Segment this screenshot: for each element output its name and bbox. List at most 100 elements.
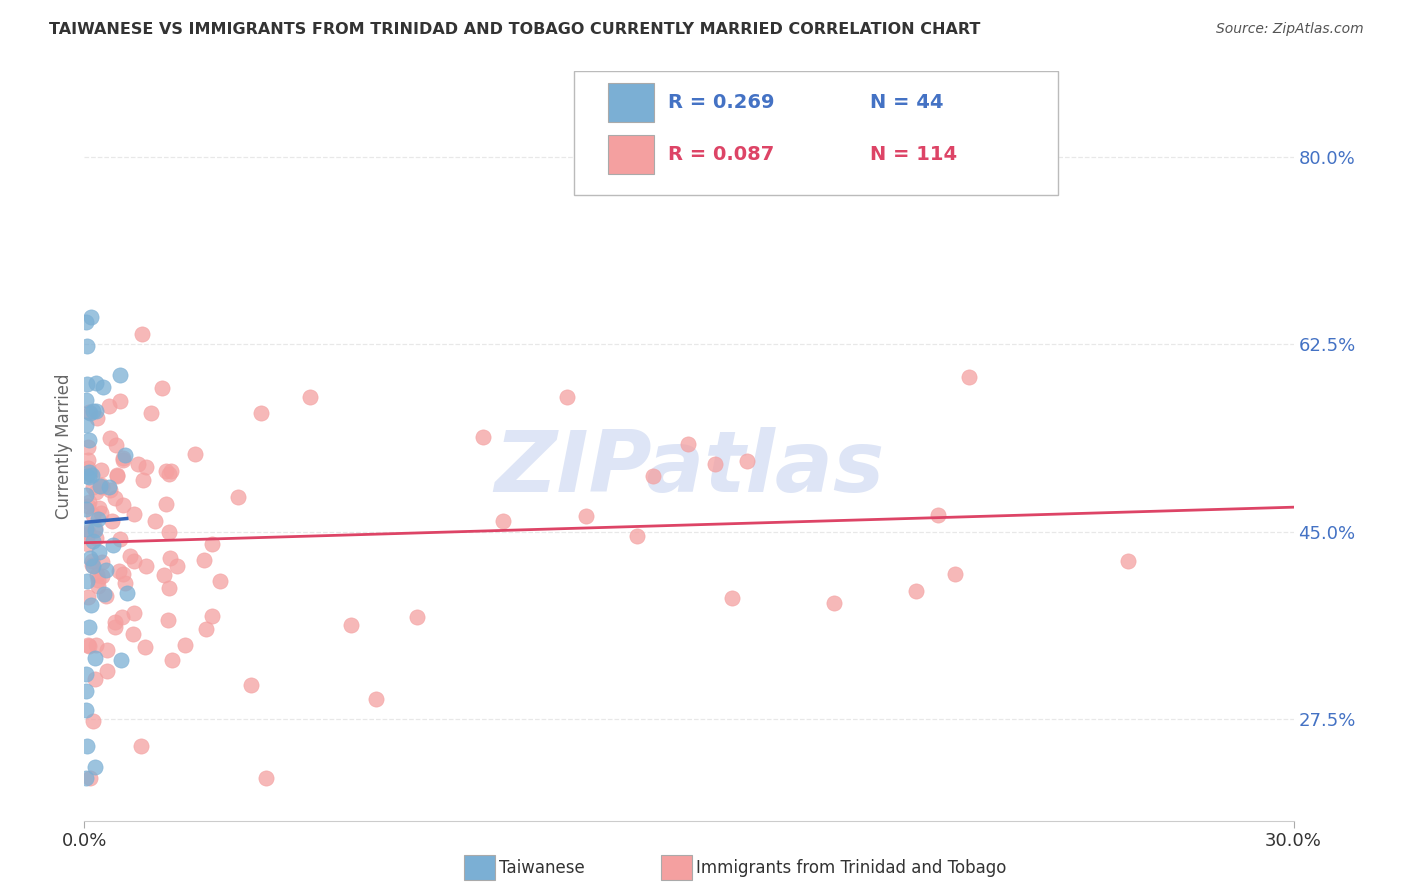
Point [79, 406, 101, 420]
Point [173, 638, 195, 652]
Point [82, 508, 104, 522]
Point [89, 545, 111, 559]
Point [105, 467, 128, 482]
Text: R = 0.269: R = 0.269 [668, 94, 775, 112]
Point [98, 483, 121, 497]
Point [91, 555, 114, 569]
Point [127, 457, 149, 471]
Point [166, 559, 188, 574]
Point [153, 567, 176, 582]
Point [82, 554, 104, 568]
Point [184, 447, 207, 461]
Point [122, 554, 145, 568]
Point [90, 506, 112, 520]
Point [75, 393, 97, 408]
Point [162, 653, 184, 667]
Point [84, 760, 107, 774]
Point [76, 739, 98, 754]
Point [80, 467, 103, 482]
Point [240, 678, 263, 692]
Point [194, 622, 217, 636]
Point [89, 500, 111, 515]
Point [122, 606, 145, 620]
Point [84, 484, 107, 499]
Point [82, 533, 104, 548]
Point [110, 394, 132, 409]
Point [77, 590, 100, 604]
Point [104, 491, 127, 506]
Point [77, 537, 100, 551]
Point [77, 434, 100, 448]
Point [492, 514, 515, 528]
Point [75, 418, 97, 433]
Point [120, 549, 142, 563]
Point [90, 480, 112, 494]
Point [111, 566, 134, 581]
Point [471, 430, 494, 444]
Point [76, 338, 98, 352]
Text: TAIWANESE VS IMMIGRANTS FROM TRINIDAD AND TOBAGO CURRENTLY MARRIED CORRELATION C: TAIWANESE VS IMMIGRANTS FROM TRINIDAD AN… [49, 22, 980, 37]
Point [96, 665, 118, 679]
Point [112, 452, 135, 467]
Point [340, 617, 363, 632]
Point [77, 499, 100, 513]
Point [157, 467, 180, 481]
Point [84, 521, 107, 535]
Point [111, 450, 134, 465]
Point [122, 627, 145, 641]
Point [90, 477, 112, 491]
Point [957, 369, 980, 384]
Point [84, 650, 107, 665]
Point [84, 638, 107, 652]
Point [84, 404, 107, 418]
Point [87, 578, 110, 592]
Point [90, 569, 112, 583]
Point [84, 524, 107, 538]
Point [87, 512, 110, 526]
Point [96, 643, 118, 657]
Point [77, 466, 100, 480]
Point [114, 576, 136, 591]
Point [76, 468, 98, 483]
Point [77, 620, 100, 634]
Point [155, 497, 177, 511]
Point [139, 407, 162, 421]
Point [201, 537, 224, 551]
Point [108, 565, 131, 579]
Point [575, 509, 598, 524]
Point [97, 400, 120, 414]
Text: Taiwanese: Taiwanese [499, 859, 585, 877]
Bar [607, 136, 654, 175]
Point [208, 574, 231, 588]
Point [94, 563, 117, 577]
Point [103, 539, 125, 553]
Point [156, 613, 179, 627]
Point [135, 459, 157, 474]
Point [75, 771, 97, 785]
Point [86, 531, 108, 545]
Point [82, 404, 104, 418]
Point [676, 437, 699, 451]
Point [87, 574, 110, 588]
Bar [607, 83, 654, 122]
Point [82, 480, 104, 494]
Point [110, 653, 132, 667]
Point [1118, 554, 1140, 568]
Point [145, 515, 167, 529]
Point [75, 522, 97, 536]
Point [905, 584, 928, 599]
Point [115, 586, 138, 600]
Point [77, 638, 100, 652]
Point [91, 380, 114, 394]
Point [299, 390, 322, 404]
Point [79, 551, 101, 566]
Y-axis label: Currently Married: Currently Married [55, 373, 73, 519]
Point [943, 566, 966, 581]
Point [79, 495, 101, 509]
Point [79, 771, 101, 785]
Point [77, 405, 100, 419]
Point [77, 440, 100, 454]
Point [77, 639, 100, 653]
Text: N = 44: N = 44 [870, 94, 943, 112]
Point [89, 479, 111, 493]
